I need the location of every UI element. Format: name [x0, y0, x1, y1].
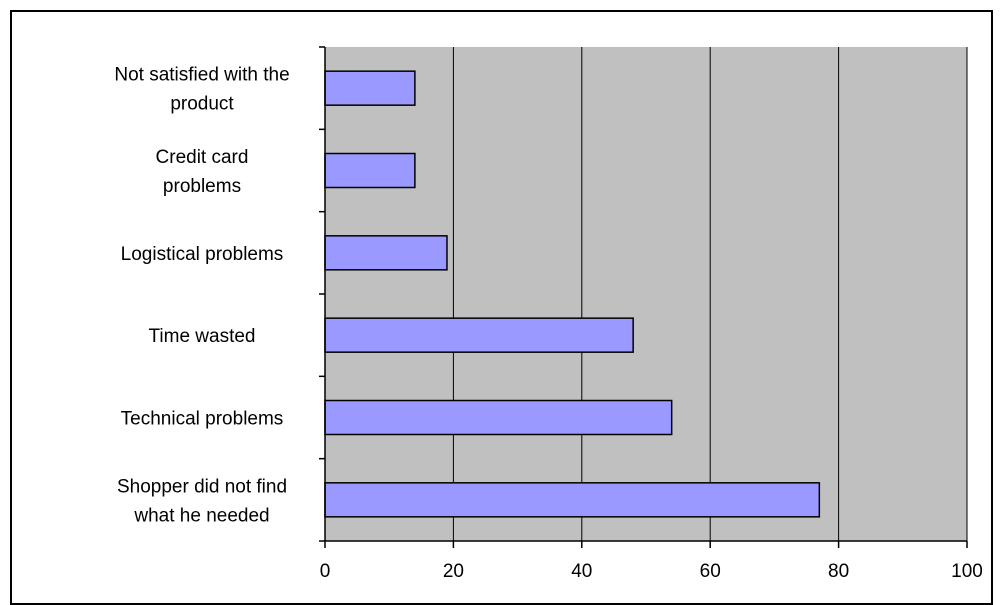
x-tick-label-60: 60: [700, 561, 721, 582]
bar-2: [324, 152, 416, 189]
category-label-6: Shopper did not find what he needed: [117, 476, 287, 526]
plot-area: [325, 47, 967, 541]
category-label-3: Logistical problems: [121, 244, 284, 265]
x-tick-label-100: 100: [951, 561, 983, 582]
category-label-1: Not satisfied with the product: [114, 65, 289, 115]
gridlines: [452, 47, 968, 541]
x-tick-label-20: 20: [443, 561, 464, 582]
x-tick-label-40: 40: [571, 561, 592, 582]
category-label-5: Technical problems: [121, 409, 284, 430]
bar-4: [324, 317, 634, 353]
category-label-2: Credit card problems: [156, 147, 249, 197]
axes: [319, 46, 968, 548]
bar-5: [324, 399, 673, 436]
bar-3: [324, 235, 448, 271]
bar-6: [324, 482, 821, 518]
bar-1: [324, 70, 416, 106]
x-tick-labels: 0 20 40 60 80 100: [320, 561, 983, 582]
x-tick-label-80: 80: [828, 561, 849, 582]
category-label-4: Time wasted: [149, 326, 256, 347]
category-labels: Not satisfied with the product Credit card…: [114, 65, 289, 527]
x-tick-label-0: 0: [320, 561, 331, 582]
